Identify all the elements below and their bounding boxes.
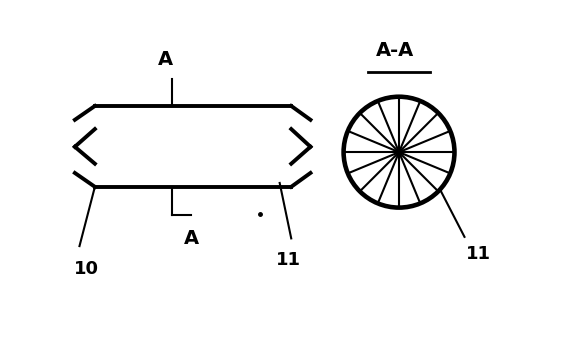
Text: 11: 11 [276, 251, 301, 269]
Text: A: A [158, 50, 173, 69]
Text: 10: 10 [74, 260, 99, 278]
Text: A: A [184, 229, 199, 248]
Text: A-A: A-A [376, 41, 414, 60]
Text: 11: 11 [466, 245, 491, 262]
